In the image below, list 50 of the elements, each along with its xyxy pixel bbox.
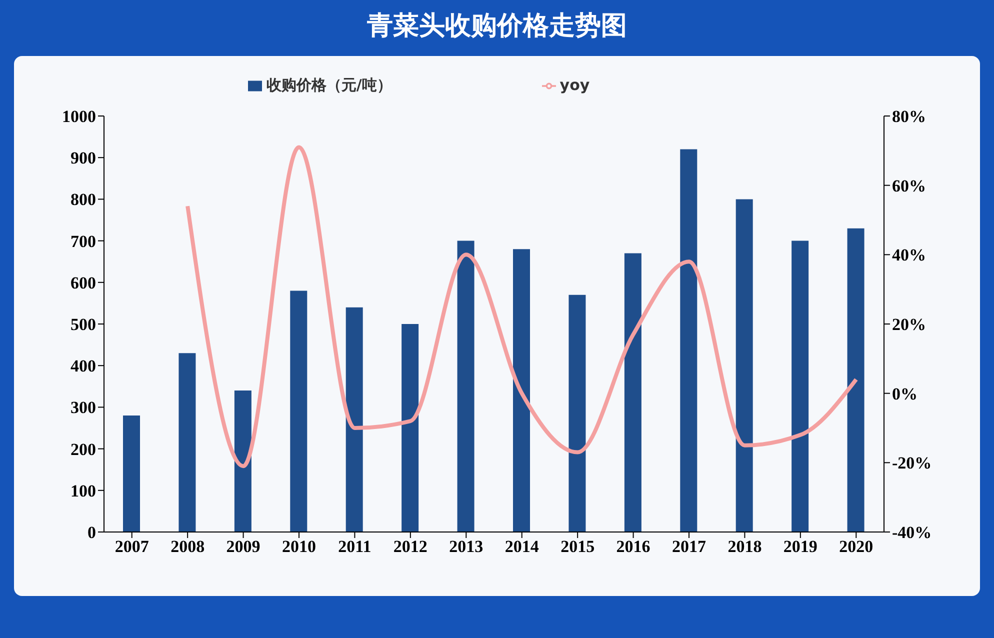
bar [234,390,252,532]
y2-tick-label: -40% [892,523,932,542]
bar [568,294,586,532]
bar [847,228,864,532]
y-tick-label: 900 [70,148,96,168]
y-tick-label: 800 [70,190,96,210]
y2-tick-label: 20% [892,315,926,334]
x-tick-label: 2017 [672,537,706,556]
bar [457,240,474,532]
x-tick-label: 2016 [616,537,650,556]
y2-tick-label: 60% [892,176,926,196]
x-tick-label: 2007 [114,537,150,556]
line-series [186,145,858,468]
x-tick-label: 2018 [728,537,762,556]
y-tick-label: 100 [70,481,96,500]
bar [680,149,698,532]
x-tick-label: 2015 [560,537,595,556]
bar [290,290,308,532]
y-tick-label: 600 [70,273,96,292]
x-tick-label: 2009 [226,537,260,556]
y-tick-label: 500 [70,315,96,334]
bar [624,253,642,532]
x-tick-label: 2013 [449,537,484,556]
x-tick-label: 2014 [504,537,540,556]
bar [402,324,419,532]
bar [736,199,753,532]
x-tick-label: 2019 [783,537,818,556]
chart-title: 青菜头收购价格走势图 [366,10,628,43]
x-tick-label: 2010 [282,537,316,556]
y-tick-label: 700 [70,232,96,251]
y2-tick-label: -20% [892,454,932,473]
bar [792,240,809,532]
y2-tick-label: 40% [892,246,926,265]
x-tick-label: 2012 [393,537,428,556]
y-tick-label: 0 [88,523,96,542]
legend-label: 收购价格（元/吨） [266,76,392,94]
x-tick-label: 2020 [839,537,874,556]
y-tick-label: 200 [70,440,96,459]
y-tick-label: 400 [70,356,96,376]
y2-tick-label: 0% [892,384,918,404]
bar [513,249,530,532]
bar [346,307,363,532]
bar [123,416,140,532]
y-tick-label: 1000 [62,107,96,126]
x-tick-label: 2011 [338,537,372,556]
y-tick-label: 300 [70,398,96,418]
y2-tick-label: 80% [892,107,926,126]
bar [178,353,196,532]
legend-label: yoy [560,76,590,94]
x-tick-label: 2008 [170,537,205,556]
